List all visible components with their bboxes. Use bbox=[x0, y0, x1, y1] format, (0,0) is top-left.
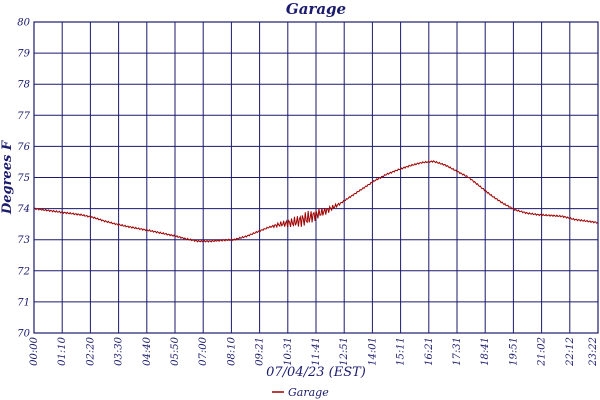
x-tick-label: 01:10 bbox=[57, 336, 68, 365]
grid-lines bbox=[33, 21, 599, 334]
y-axis-ticks: 70 71 72 73 74 75 76 77 78 79 80 bbox=[17, 18, 30, 340]
x-tick-label: 08:10 bbox=[226, 336, 237, 365]
y-tick-label: 74 bbox=[17, 204, 30, 215]
x-axis-ticks: 00:00 01:10 02:20 03:30 04:40 05:50 07:00 08:10… bbox=[29, 336, 599, 366]
y-tick-label: 77 bbox=[17, 111, 30, 122]
x-tick-label: 22:12 bbox=[565, 337, 576, 367]
x-tick-label: 11:41 bbox=[311, 337, 322, 366]
y-tick-label: 71 bbox=[17, 297, 30, 308]
x-tick-label: 10:31 bbox=[283, 337, 294, 366]
x-tick-label: 14:01 bbox=[367, 337, 378, 366]
x-tick-label: 05:50 bbox=[170, 336, 181, 365]
legend-label: Garage bbox=[288, 386, 329, 399]
x-tick-label: 09:21 bbox=[255, 337, 266, 366]
y-tick-label: 80 bbox=[17, 18, 30, 29]
x-tick-label: 12:51 bbox=[339, 337, 350, 366]
x-tick-label: 18:41 bbox=[480, 337, 491, 366]
y-tick-label: 75 bbox=[17, 173, 30, 184]
x-tick-label: 19:51 bbox=[508, 337, 519, 366]
x-tick-label: 07:00 bbox=[198, 336, 209, 365]
y-tick-label: 78 bbox=[17, 80, 30, 91]
series-line-garage bbox=[33, 160, 598, 243]
series-group bbox=[33, 160, 598, 243]
x-tick-label: 15:11 bbox=[396, 337, 407, 366]
y-tick-label: 76 bbox=[17, 142, 30, 153]
y-tick-label: 70 bbox=[17, 329, 30, 340]
x-tick-label: 04:40 bbox=[142, 336, 153, 365]
x-tick-label: 17:31 bbox=[452, 337, 463, 366]
plot-border bbox=[33, 21, 599, 334]
y-tick-label: 72 bbox=[17, 266, 30, 277]
y-axis-label: Degrees F bbox=[0, 140, 15, 215]
x-tick-label: 02:20 bbox=[85, 336, 96, 365]
x-tick-label: 21:02 bbox=[537, 337, 548, 367]
chart-title: Garage bbox=[286, 0, 346, 18]
x-tick-label: 00:00 bbox=[29, 336, 40, 365]
x-tick-label: 16:21 bbox=[424, 337, 435, 366]
y-tick-label: 73 bbox=[17, 235, 30, 246]
y-tick-label: 79 bbox=[17, 49, 30, 60]
x-axis-label: 07/04/23 (EST) bbox=[266, 365, 366, 380]
x-tick-label: 23:22 bbox=[588, 337, 599, 367]
x-tick-label: 03:30 bbox=[114, 336, 125, 365]
